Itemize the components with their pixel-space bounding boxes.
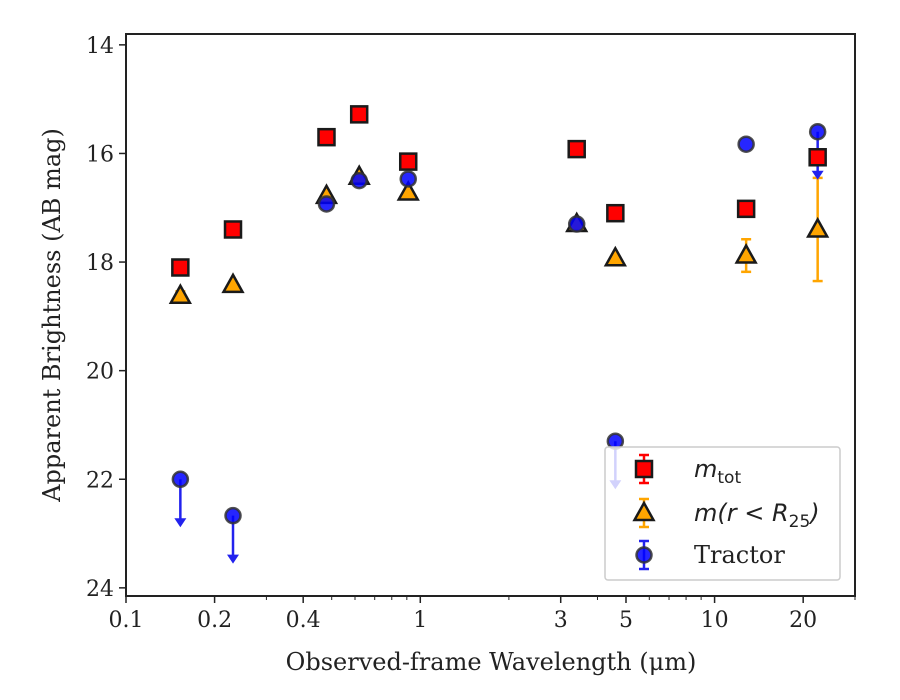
- square-marker: [567, 139, 586, 159]
- plot-marks: [168, 105, 830, 564]
- upper-limit-arrow-head: [811, 170, 824, 180]
- square-marker: [606, 203, 625, 223]
- triangle-marker: [168, 283, 192, 304]
- y-axis-label: Apparent Brightness (AB mag): [38, 128, 66, 503]
- x-tick-label: 0.2: [197, 608, 232, 633]
- legend-label-main: m: [694, 455, 717, 483]
- legend-circle-marker: [635, 546, 653, 564]
- legend-triangle-marker: [632, 500, 656, 522]
- x-axis-label: Observed-frame Wavelength (μm): [286, 648, 697, 676]
- x-tick-label: 0.1: [109, 608, 144, 633]
- legend: mtot m(r < R25) Tractor: [604, 446, 841, 581]
- circle-marker: [399, 170, 417, 188]
- x-tick-label: 3: [554, 608, 568, 633]
- y-tick-label: 22: [86, 468, 114, 493]
- square-marker: [349, 105, 369, 124]
- y-tick-label: 16: [86, 142, 114, 167]
- square-marker: [317, 127, 336, 147]
- x-tick-label: 5: [619, 608, 633, 633]
- upper-limit-arrow-head: [227, 554, 240, 564]
- triangle-marker: [603, 245, 627, 267]
- legend-label-sub: tot: [717, 468, 741, 488]
- upper-limit-arrow-head: [174, 518, 187, 528]
- circle-marker: [567, 215, 586, 233]
- x-tick-label: 1: [413, 608, 427, 633]
- circle-marker: [808, 122, 827, 141]
- y-tick-label: 18: [86, 251, 114, 276]
- square-marker: [398, 152, 418, 171]
- legend-label: Tractor: [694, 541, 785, 569]
- square-marker: [808, 148, 827, 167]
- triangle-marker: [806, 216, 830, 238]
- circle-marker: [350, 171, 368, 190]
- triangle-marker: [734, 242, 758, 264]
- circle-marker: [737, 135, 755, 153]
- y-tick-label: 14: [86, 34, 114, 59]
- legend-label: mtot: [694, 455, 741, 488]
- axes: 0.1 0.2 0.4 1 3 5 10 20 14 16 18 20 22 24: [86, 33, 856, 633]
- circle-marker: [317, 195, 336, 213]
- square-marker: [736, 199, 756, 219]
- legend-box: [604, 446, 841, 581]
- legend-label: m(r < R25): [694, 499, 820, 532]
- x-tick-label: 0.4: [286, 608, 321, 633]
- triangle-marker: [221, 272, 245, 294]
- x-tick-label: 20: [789, 608, 817, 633]
- square-marker: [223, 220, 243, 239]
- legend-label-end: ): [808, 499, 819, 527]
- square-marker: [171, 258, 190, 277]
- triangle-marker: [396, 179, 420, 201]
- plot-frame: [125, 33, 856, 597]
- y-tick-label: 24: [86, 577, 114, 602]
- x-tick-label: 10: [701, 608, 729, 633]
- circle-marker: [224, 506, 242, 525]
- legend-label-main: m(r < R: [694, 499, 789, 527]
- legend-label-sub: 25: [789, 512, 811, 532]
- legend-square-marker: [634, 459, 654, 479]
- y-tick-label: 20: [86, 360, 114, 385]
- circle-marker: [171, 470, 190, 489]
